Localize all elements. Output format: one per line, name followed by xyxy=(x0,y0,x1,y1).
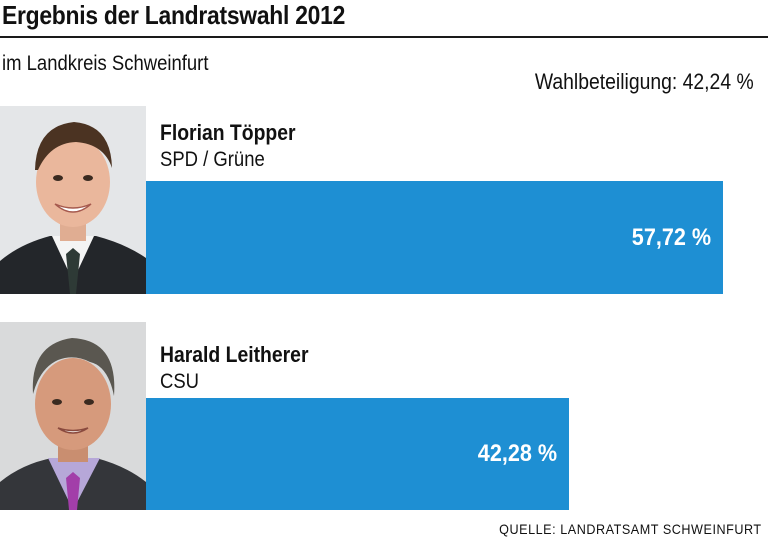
bar-value-label: 42,28 % xyxy=(477,440,557,467)
turnout-label: Wahlbeteiligung: 42,24 % xyxy=(535,69,754,94)
chart-title: Ergebnis der Landratswahl 2012 xyxy=(2,0,346,30)
candidate-photo xyxy=(0,322,146,510)
chart-subtitle: im Landkreis Schweinfurt xyxy=(2,52,209,75)
candidate-name: Florian Töpper xyxy=(160,120,296,145)
bar-value-label: 57,72 % xyxy=(631,223,711,251)
title-divider xyxy=(0,36,768,38)
candidate-photo xyxy=(0,106,146,294)
candidate-party: CSU xyxy=(160,370,200,393)
source-note: QUELLE: LANDRATSAMT SCHWEINFURT xyxy=(499,521,762,537)
bar-harald-leitherer: 42,28 % xyxy=(146,398,569,510)
candidate-party: SPD / Grüne xyxy=(160,148,265,171)
candidate-name: Harald Leitherer xyxy=(160,342,309,367)
bar-florian-toepper: 57,72 % xyxy=(146,181,723,294)
